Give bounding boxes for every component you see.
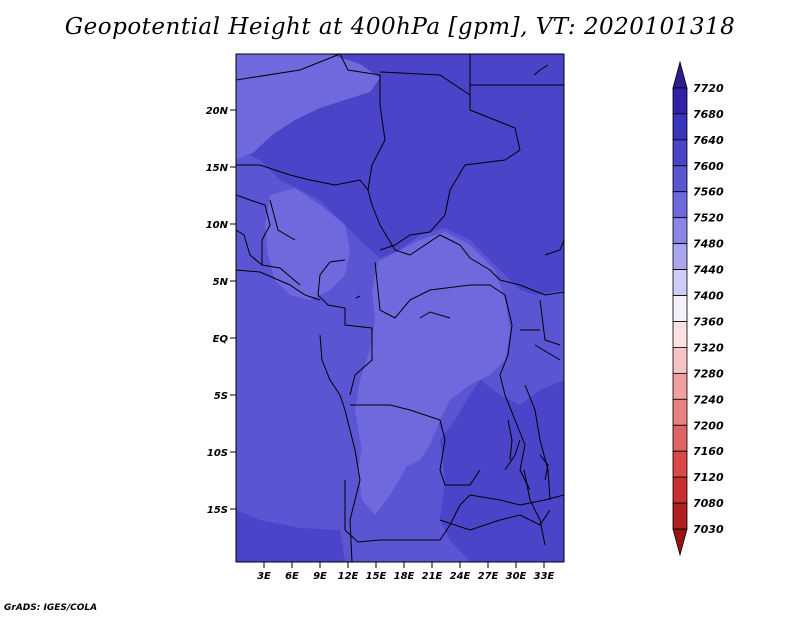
lon-tick-label: 30E	[506, 571, 527, 582]
lat-tick-label: 5S	[214, 391, 228, 402]
lat-tick-label: 10S	[207, 448, 228, 459]
lon-tick-label: 24E	[450, 571, 471, 582]
colorbar-level-label: 7120	[693, 471, 724, 484]
colorbar-swatch	[672, 295, 688, 322]
lon-tick-label: 6E	[285, 571, 299, 582]
grads-credit: GrADS: IGES/COLA	[4, 603, 98, 613]
colorbar-level-label: 7720	[693, 82, 724, 95]
colorbar-level-label: 7560	[693, 186, 724, 199]
colorbar-swatch	[672, 191, 688, 219]
colorbar-swatch	[672, 528, 688, 557]
colorbar: 7720 7680 7640 7600 7560 7520 7480 7440 7400 7360…	[672, 60, 724, 557]
lon-tick-label: 3E	[257, 571, 271, 582]
colorbar-swatch	[672, 347, 688, 374]
colorbar-level-label: 7400	[693, 290, 724, 303]
colorbar-swatch	[672, 398, 688, 426]
colorbar-level-label: 7680	[693, 108, 724, 121]
lon-tick-label: 27E	[478, 571, 499, 582]
colorbar-level-label: 7320	[693, 341, 724, 354]
colorbar-swatch	[672, 165, 688, 193]
colorbar-swatch	[672, 450, 688, 478]
map-plot-area	[235, 53, 565, 563]
colorbar-swatch	[672, 217, 688, 245]
lat-tick-label: 15S	[207, 505, 228, 516]
colorbar-level-label: 7280	[693, 367, 724, 380]
colorbar-swatch	[672, 321, 688, 348]
lon-tick-label: 33E	[534, 571, 555, 582]
lon-tick-label: 12E	[338, 571, 359, 582]
lat-tick-label: 5N	[213, 277, 229, 288]
colorbar-swatch	[672, 87, 688, 115]
zone-7520-west	[265, 188, 350, 300]
colorbar-swatch	[672, 269, 688, 296]
lon-tick-label: 15E	[366, 571, 387, 582]
lon-tick-label: 9E	[313, 571, 327, 582]
lat-tick-label: EQ	[213, 334, 229, 345]
colorbar-level-label: 7030	[693, 523, 724, 536]
zone-7600-southwest	[236, 510, 345, 562]
colorbar-level-label: 7440	[693, 264, 724, 277]
map-frame	[235, 53, 565, 563]
lat-axis: 20N 15N 10N 5N EQ 5S 10S 15S	[206, 106, 236, 516]
colorbar-swatch	[672, 139, 688, 167]
colorbar-swatch	[672, 502, 688, 530]
map-title: Geopotential Height at 400hPa [gpm], VT:…	[64, 14, 736, 40]
zone-7520-central	[355, 232, 510, 480]
colorbar-level-label: 7640	[693, 134, 724, 147]
colorbar-level-label: 7080	[693, 497, 724, 510]
colorbar-level-label: 7240	[693, 393, 724, 406]
zone-7520-south	[358, 425, 410, 515]
colorbar-swatch	[672, 60, 688, 89]
lat-tick-label: 10N	[206, 220, 229, 231]
lon-axis: 3E 6E 9E 12E 15E 18E 21E 24E 27E 30E 33E	[257, 562, 555, 582]
lon-tick-label: 18E	[394, 571, 415, 582]
colorbar-level-label: 7600	[693, 160, 724, 173]
lat-tick-label: 20N	[206, 106, 229, 117]
colorbar-level-label: 7360	[693, 315, 724, 328]
country-borders	[236, 54, 564, 562]
colorbar-swatch	[672, 424, 688, 452]
colorbar-swatch	[672, 476, 688, 504]
zone-7600-east	[440, 360, 564, 562]
lon-tick-label: 21E	[422, 571, 443, 582]
colorbar-swatch	[672, 372, 688, 400]
colorbar-level-label: 7200	[693, 419, 724, 432]
colorbar-swatch	[672, 113, 688, 141]
zone-7600-north	[236, 54, 564, 295]
zone-7520-northwest	[236, 54, 380, 160]
lat-tick-label: 15N	[206, 163, 229, 174]
colorbar-level-label: 7520	[693, 212, 724, 225]
colorbar-level-label: 7160	[693, 445, 724, 458]
colorbar-swatch	[672, 243, 688, 270]
colorbar-level-label: 7480	[693, 238, 724, 251]
